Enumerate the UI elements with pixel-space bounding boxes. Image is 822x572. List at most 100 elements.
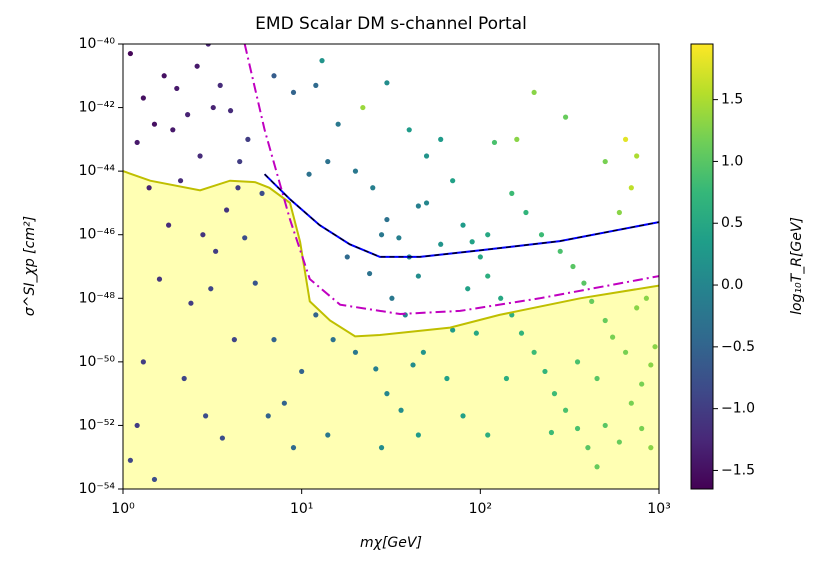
point bbox=[652, 344, 658, 350]
point bbox=[237, 158, 243, 165]
point bbox=[146, 185, 152, 191]
point bbox=[514, 136, 520, 142]
point bbox=[252, 280, 258, 286]
point bbox=[581, 280, 587, 286]
point bbox=[450, 327, 456, 333]
point bbox=[423, 153, 430, 159]
point bbox=[648, 445, 654, 451]
point bbox=[200, 232, 206, 238]
x-tick-label: 10¹ bbox=[290, 501, 313, 517]
point bbox=[648, 362, 654, 368]
point bbox=[177, 178, 184, 184]
point bbox=[170, 127, 176, 133]
point bbox=[156, 276, 163, 282]
point bbox=[140, 95, 146, 101]
point bbox=[531, 89, 537, 96]
limit-curve bbox=[263, 173, 659, 258]
point bbox=[628, 185, 634, 191]
point bbox=[242, 235, 248, 241]
point bbox=[352, 349, 359, 355]
point bbox=[245, 136, 251, 142]
point bbox=[174, 85, 180, 92]
point bbox=[498, 295, 504, 301]
colorbar-tick-label: 1.5 bbox=[721, 92, 743, 108]
point bbox=[531, 349, 537, 355]
point bbox=[634, 153, 640, 159]
point bbox=[420, 349, 426, 355]
point bbox=[330, 337, 336, 343]
point bbox=[197, 153, 203, 159]
point bbox=[384, 216, 390, 223]
colorbar-tick-label: 0.5 bbox=[721, 215, 743, 231]
point bbox=[485, 273, 491, 279]
point bbox=[366, 270, 373, 277]
point bbox=[313, 82, 319, 88]
point bbox=[219, 435, 225, 441]
point bbox=[325, 158, 331, 165]
point bbox=[523, 209, 529, 216]
point bbox=[127, 50, 133, 57]
point bbox=[485, 232, 491, 238]
point bbox=[265, 413, 271, 419]
plot-area bbox=[123, 44, 659, 489]
point bbox=[203, 413, 209, 419]
point bbox=[271, 337, 277, 343]
point bbox=[444, 375, 450, 382]
point bbox=[161, 73, 167, 79]
y-axis-label: σ^SI_χp [cm²] bbox=[22, 216, 38, 316]
point bbox=[602, 317, 608, 324]
limit-curve bbox=[243, 44, 659, 316]
point bbox=[396, 235, 402, 241]
point bbox=[634, 305, 640, 311]
point bbox=[589, 298, 595, 304]
point bbox=[485, 432, 491, 438]
y-tick-label: 10⁻⁴⁸ bbox=[79, 290, 116, 306]
point bbox=[491, 139, 498, 146]
colorbar-tick-label: 1.0 bbox=[721, 153, 743, 169]
point bbox=[140, 359, 146, 365]
point bbox=[217, 82, 223, 88]
limit-curve bbox=[123, 170, 659, 338]
point bbox=[562, 407, 569, 413]
point bbox=[185, 112, 191, 118]
point bbox=[205, 44, 211, 47]
point bbox=[223, 207, 230, 213]
point bbox=[542, 368, 548, 375]
point bbox=[290, 89, 297, 96]
point bbox=[460, 222, 466, 228]
point bbox=[151, 476, 158, 483]
point bbox=[384, 80, 390, 86]
point bbox=[551, 391, 558, 397]
colorbar-tick-label: −1.5 bbox=[721, 462, 755, 478]
point bbox=[415, 432, 421, 438]
point bbox=[188, 300, 194, 306]
point bbox=[465, 286, 471, 292]
point bbox=[127, 457, 133, 463]
point bbox=[213, 248, 219, 254]
y-tick-label: 10⁻⁴² bbox=[79, 100, 115, 116]
point bbox=[259, 190, 265, 196]
point bbox=[438, 136, 444, 142]
point bbox=[398, 407, 404, 413]
point bbox=[227, 108, 234, 114]
point bbox=[473, 330, 479, 336]
colorbar-label: log₁₀T_R[GeV] bbox=[789, 217, 805, 315]
point bbox=[406, 127, 412, 133]
point bbox=[378, 445, 385, 451]
point bbox=[503, 375, 510, 382]
point bbox=[313, 312, 319, 318]
point bbox=[352, 168, 359, 174]
point bbox=[622, 349, 629, 355]
point bbox=[415, 273, 421, 279]
point bbox=[299, 368, 305, 375]
point bbox=[344, 254, 350, 260]
x-axis-label: mχ[GeV] bbox=[360, 535, 422, 551]
excluded-region bbox=[123, 171, 659, 489]
point bbox=[134, 139, 140, 146]
point bbox=[574, 425, 581, 432]
point bbox=[643, 295, 649, 301]
point bbox=[281, 400, 287, 406]
chart-title: EMD Scalar DM s-channel Portal bbox=[255, 14, 527, 34]
point bbox=[602, 422, 608, 429]
